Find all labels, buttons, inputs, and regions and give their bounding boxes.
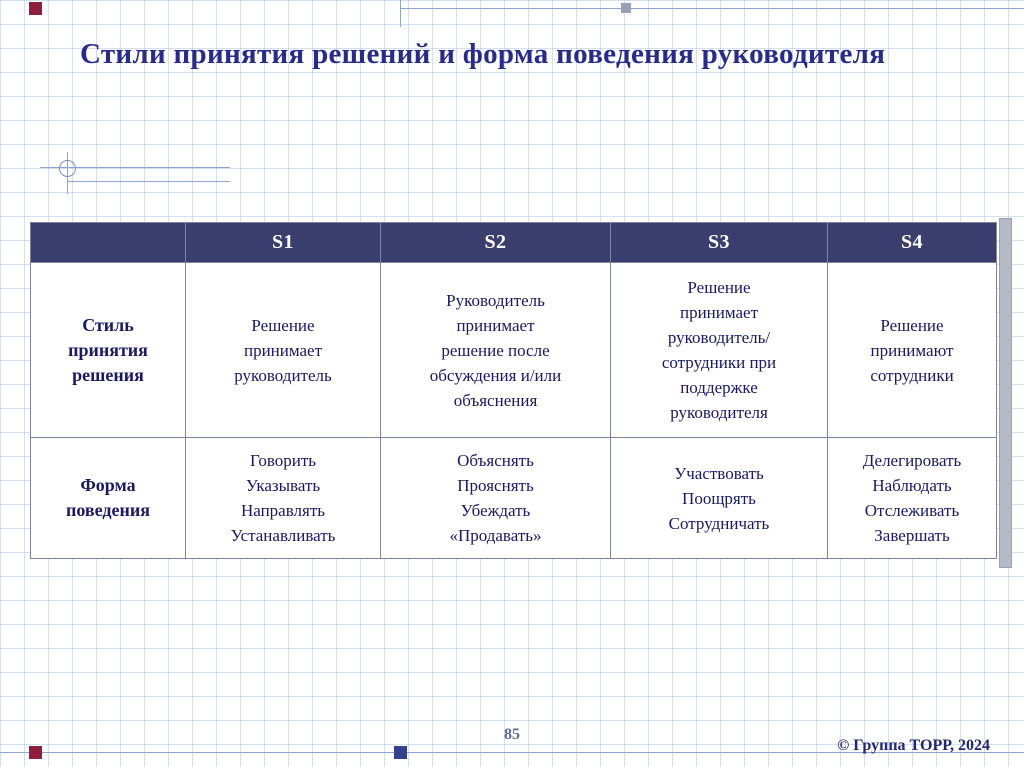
decor-square-bottom-left bbox=[29, 746, 42, 759]
cell-behavior-s4: Делегировать Наблюдать Отслеживать Завер… bbox=[828, 438, 996, 558]
cell-style-s2: Руководитель принимает решение после обс… bbox=[381, 263, 611, 438]
decor-square-top-mid bbox=[621, 3, 631, 13]
slide-title: Стили принятия решений и форма поведения… bbox=[80, 38, 886, 70]
cell-style-s1: Решение принимает руководитель bbox=[186, 263, 381, 438]
decor-square-top-left bbox=[29, 2, 42, 15]
decor-bottom-line bbox=[0, 752, 1024, 753]
header-cell-empty bbox=[31, 223, 186, 263]
row-label-behavior-form: Форма поведения bbox=[31, 438, 186, 558]
decor-square-bottom-mid bbox=[394, 746, 407, 759]
decor-top-hline bbox=[400, 8, 1024, 9]
copyright: © Группа ТОРР, 2024 bbox=[837, 737, 990, 754]
header-cell-s4: S4 bbox=[828, 223, 996, 263]
decor-ornament-circle bbox=[59, 160, 76, 177]
cell-behavior-s3: Участвовать Поощрять Сотрудничать bbox=[611, 438, 828, 558]
header-cell-s1: S1 bbox=[186, 223, 381, 263]
decor-top-vline bbox=[400, 0, 401, 27]
cell-behavior-s2: Объяснять Прояснять Убеждать «Продавать» bbox=[381, 438, 611, 558]
cell-behavior-s1: Говорить Указывать Направлять Устанавлив… bbox=[186, 438, 381, 558]
row-label-decision-style: Стиль принятия решения bbox=[31, 263, 186, 438]
decision-styles-table: S1 S2 S3 S4 Стиль принятия решения Решен… bbox=[30, 222, 997, 559]
header-cell-s2: S2 bbox=[381, 223, 611, 263]
cell-style-s4: Решение принимают сотрудники bbox=[828, 263, 996, 438]
decor-ornament-hline-1 bbox=[40, 167, 230, 168]
cell-style-s3: Решение принимает руководитель/ сотрудни… bbox=[611, 263, 828, 438]
decor-right-bar bbox=[999, 218, 1012, 568]
header-cell-s3: S3 bbox=[611, 223, 828, 263]
page-number: 85 bbox=[504, 726, 520, 743]
decor-ornament-hline-2 bbox=[67, 181, 230, 182]
